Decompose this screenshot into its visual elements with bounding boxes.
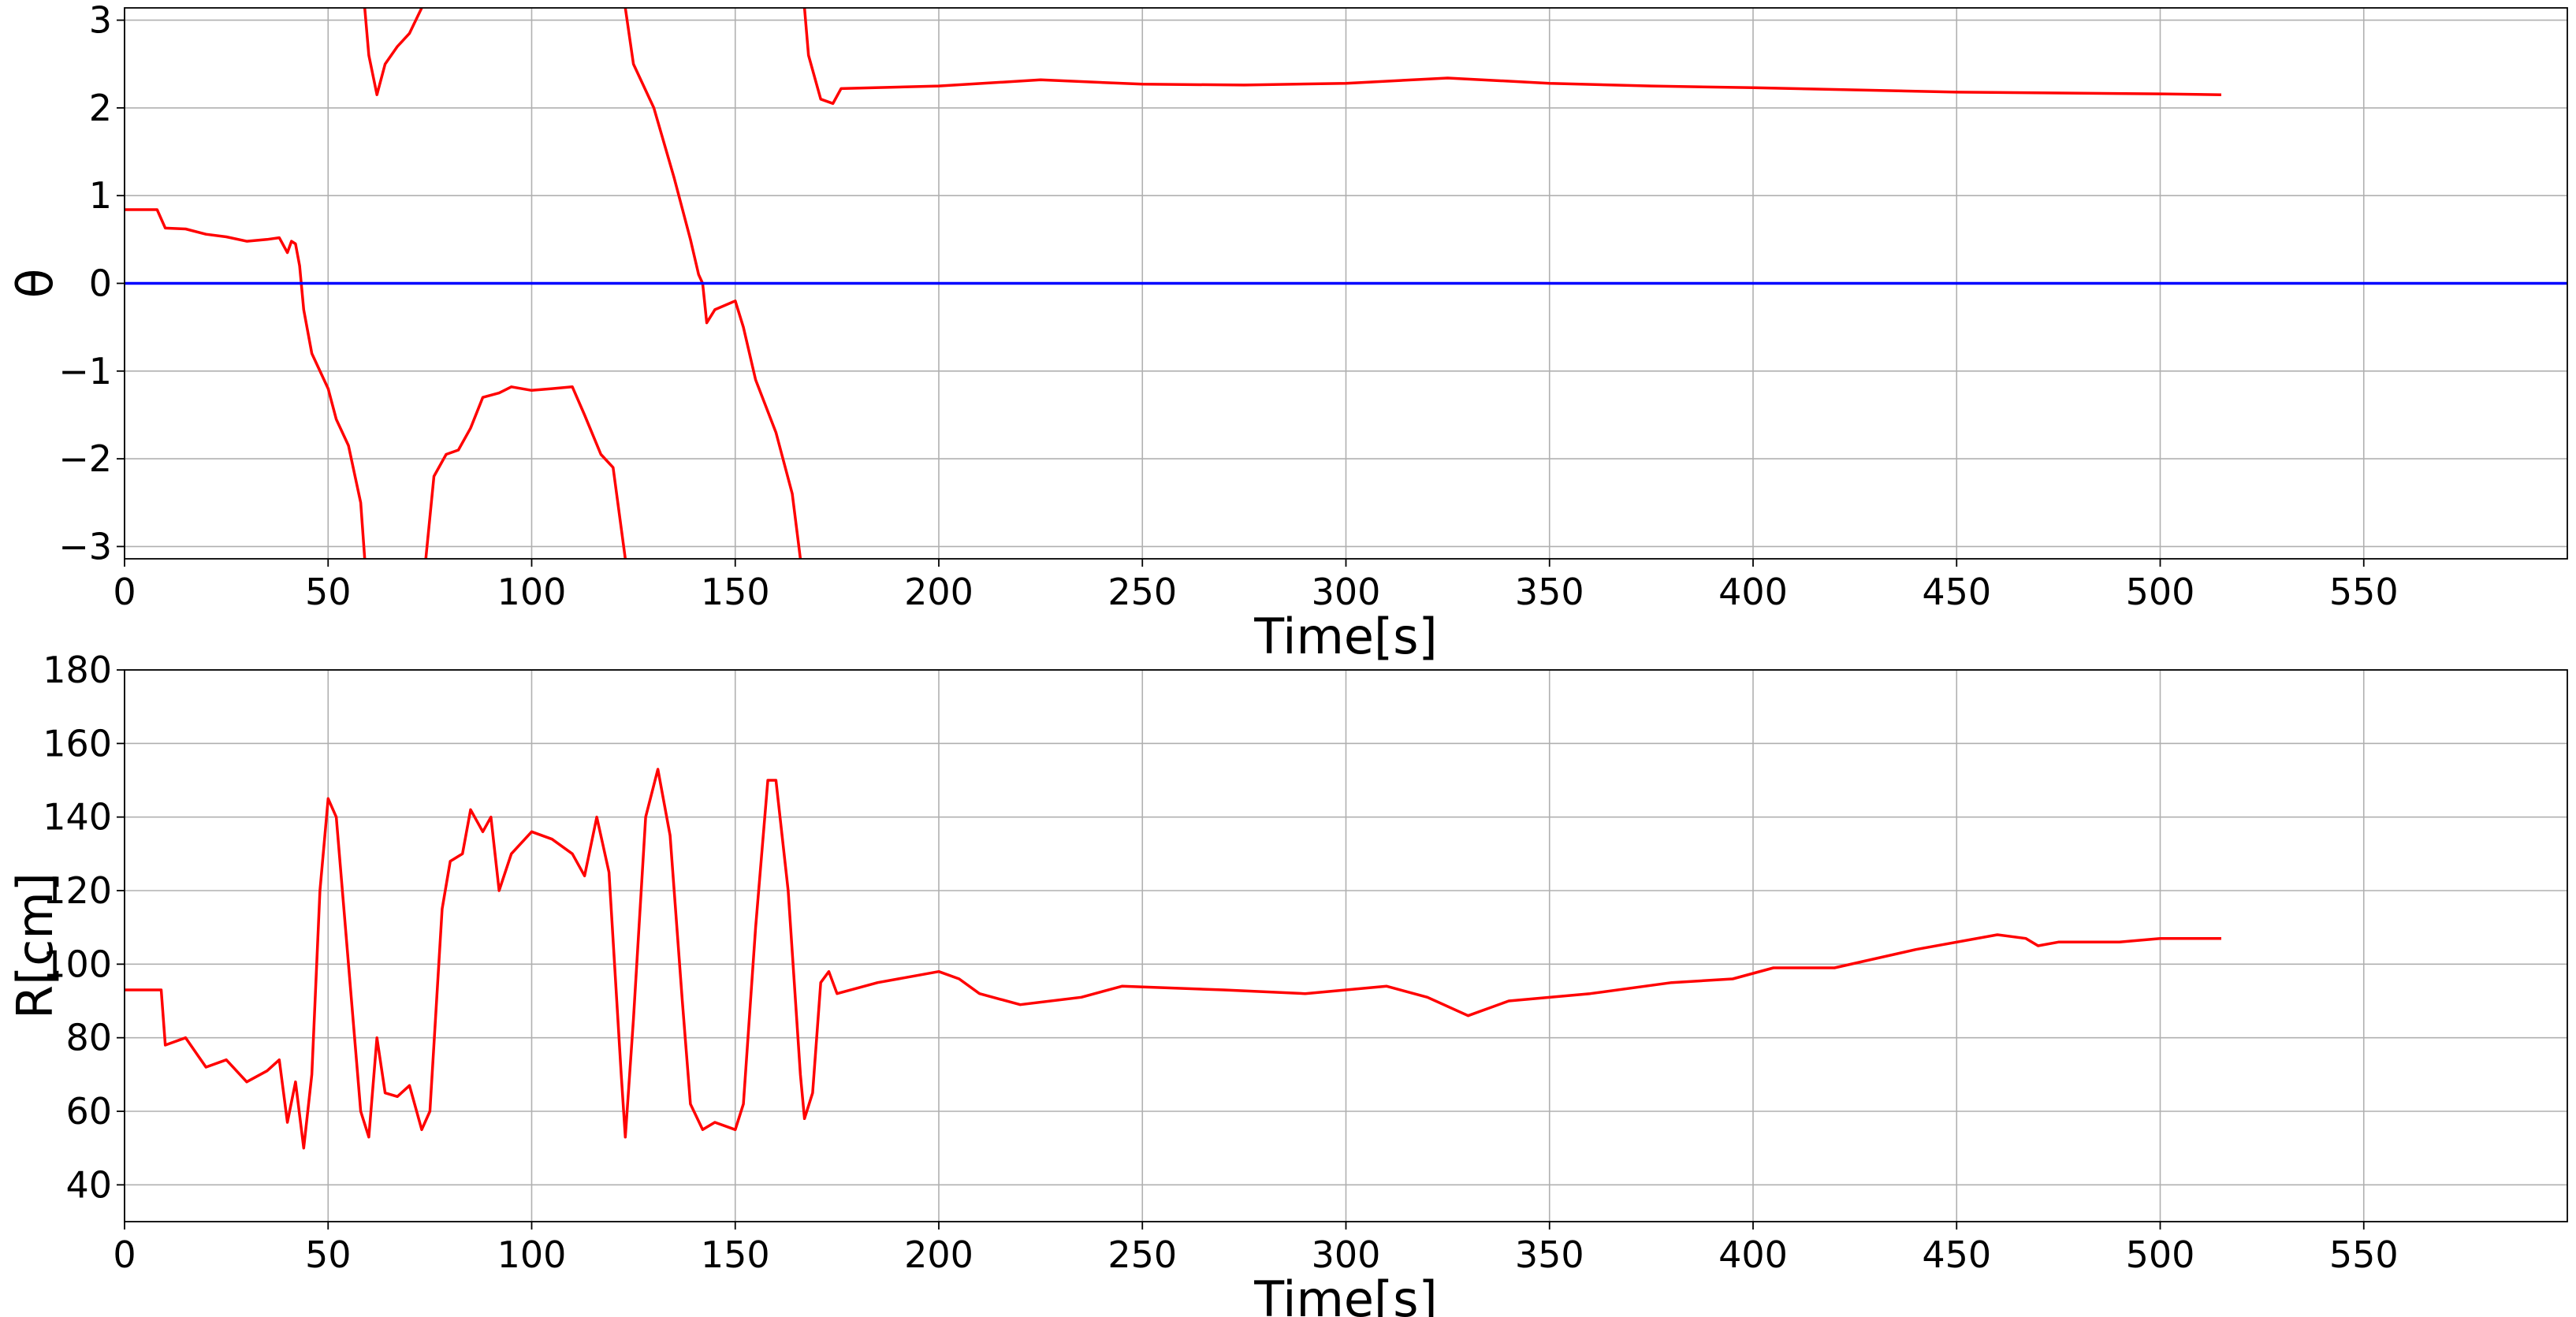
- x-tick-label: 50: [305, 1233, 352, 1276]
- x-tick-label: 100: [497, 1233, 567, 1276]
- y-tick-label: 180: [43, 649, 112, 691]
- y-tick-label: 100: [43, 943, 112, 985]
- y-tick-label: 140: [43, 796, 112, 839]
- y-axis-label: θ: [6, 269, 64, 299]
- x-tick-label: 250: [1107, 1233, 1177, 1276]
- x-tick-label: 50: [305, 571, 352, 613]
- y-tick-label: 160: [43, 722, 112, 765]
- y-tick-label: −2: [58, 437, 112, 480]
- x-tick-label: 500: [2126, 1233, 2195, 1276]
- x-tick-label: 500: [2126, 571, 2195, 613]
- x-tick-label: 0: [113, 571, 136, 613]
- y-axis-label: R[cm]: [6, 872, 64, 1019]
- x-tick-label: 400: [1718, 1233, 1788, 1276]
- x-axis-label: Time[s]: [1253, 608, 1437, 665]
- y-tick-label: −3: [58, 525, 112, 567]
- x-tick-label: 150: [701, 1233, 770, 1276]
- y-tick-label: 40: [65, 1163, 112, 1206]
- x-tick-label: 550: [2329, 571, 2399, 613]
- y-tick-label: 80: [65, 1017, 112, 1059]
- y-tick-label: 120: [43, 869, 112, 912]
- y-tick-label: 3: [89, 0, 112, 42]
- x-tick-label: 0: [113, 1233, 136, 1276]
- y-tick-label: 0: [89, 262, 112, 305]
- data-line: [125, 768, 2221, 1150]
- x-tick-label: 100: [497, 571, 567, 613]
- y-tick-label: 60: [65, 1090, 112, 1133]
- x-tick-label: 300: [1312, 1233, 1381, 1276]
- x-tick-label: 200: [904, 571, 973, 613]
- y-tick-label: −1: [58, 350, 112, 392]
- x-axis-label: Time[s]: [1253, 1270, 1437, 1317]
- y-tick-label: 1: [89, 174, 112, 217]
- x-tick-label: 400: [1718, 571, 1788, 613]
- x-tick-label: 450: [1922, 571, 1991, 613]
- data-line: [125, 8, 2222, 559]
- x-tick-label: 300: [1312, 571, 1381, 613]
- y-tick-label: 2: [89, 87, 112, 129]
- x-tick-label: 250: [1107, 571, 1177, 613]
- x-tick-label: 150: [701, 571, 770, 613]
- x-tick-label: 350: [1515, 1233, 1584, 1276]
- x-tick-label: 550: [2329, 1233, 2399, 1276]
- x-tick-label: 350: [1515, 571, 1584, 613]
- x-tick-label: 450: [1922, 1233, 1991, 1276]
- x-tick-label: 200: [904, 1233, 973, 1276]
